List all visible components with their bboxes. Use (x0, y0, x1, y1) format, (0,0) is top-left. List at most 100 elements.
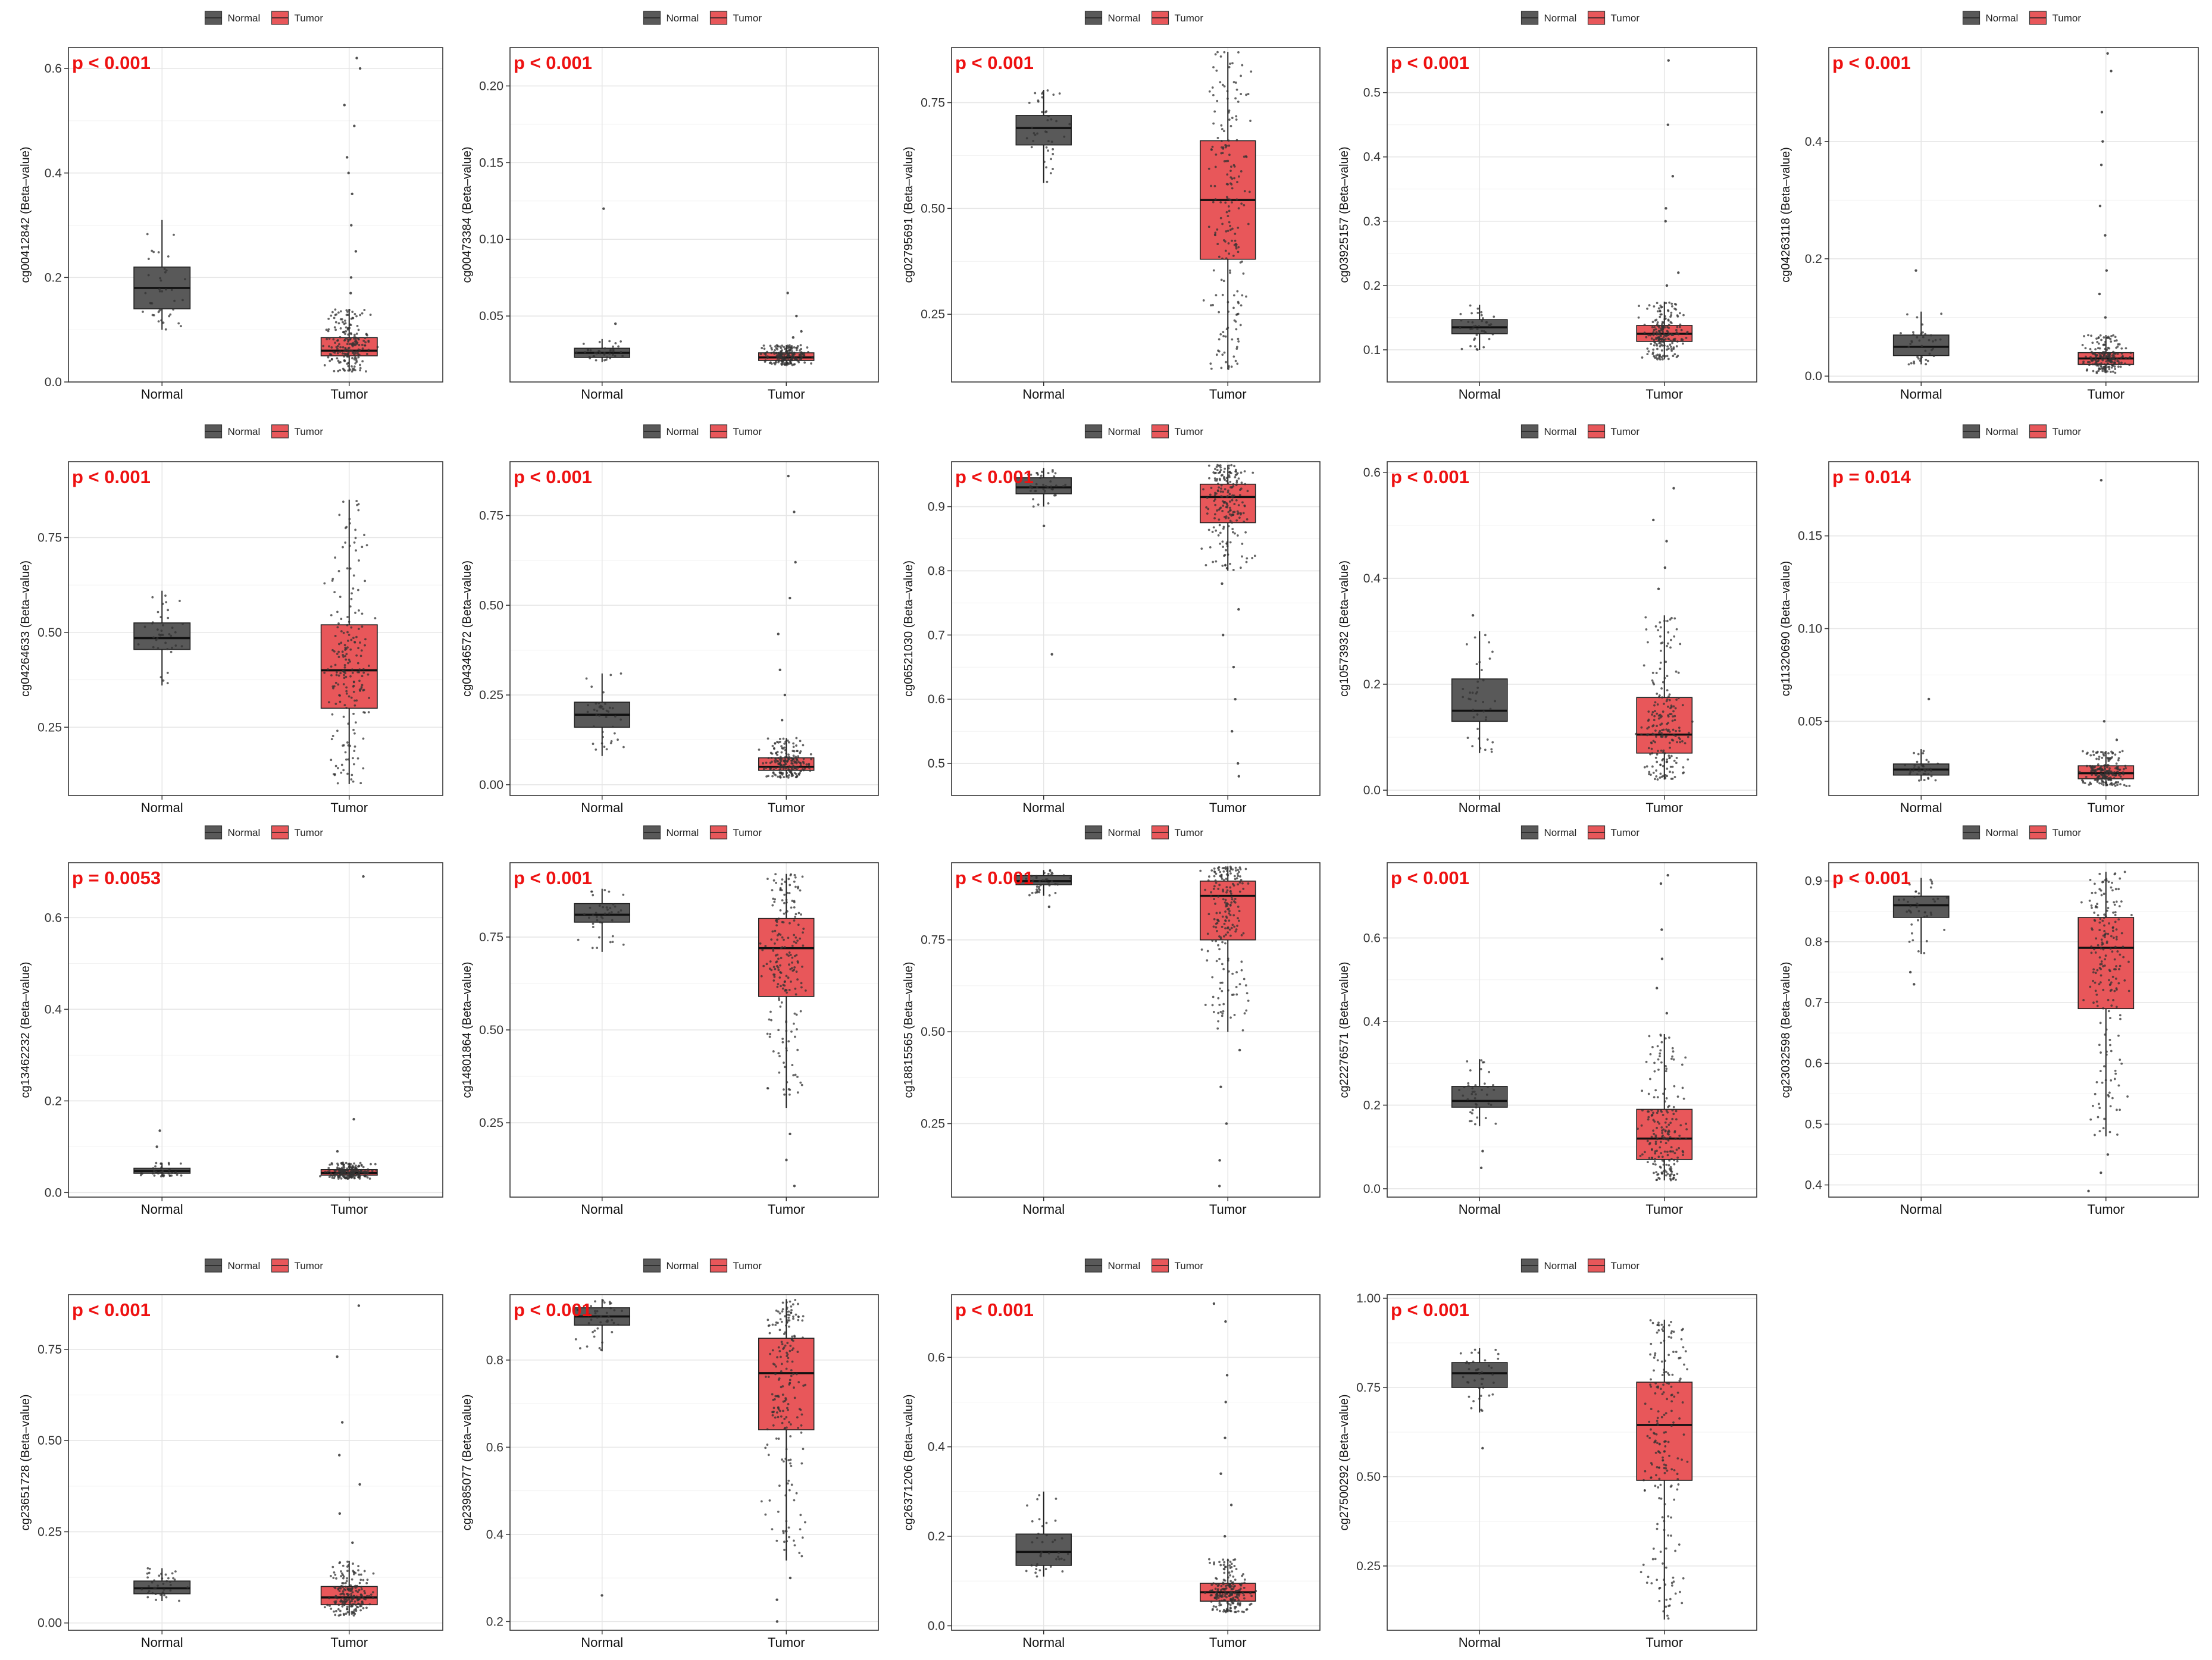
data-point (345, 1580, 348, 1583)
data-point (2104, 768, 2107, 771)
data-point (766, 737, 769, 740)
data-point (1226, 173, 1229, 176)
data-point (1044, 878, 1047, 881)
data-point (1655, 672, 1658, 675)
data-point (1470, 1120, 1473, 1123)
data-point (1221, 941, 1224, 944)
data-point (347, 744, 350, 747)
data-point (1225, 211, 1228, 214)
data-point (811, 356, 814, 358)
data-point (2115, 938, 2118, 941)
data-point (1472, 716, 1475, 719)
data-point (2117, 365, 2120, 368)
data-point (1232, 884, 1235, 887)
data-point (1216, 243, 1219, 245)
data-point (2098, 777, 2101, 780)
data-point (355, 1589, 358, 1592)
data-point (350, 1595, 353, 1598)
data-point (790, 1465, 793, 1467)
data-point (158, 1574, 161, 1577)
data-point (346, 1611, 349, 1614)
outlier-point (777, 632, 780, 635)
y-tick-label: 0.0 (45, 375, 62, 389)
data-point (1236, 512, 1239, 515)
data-point (1232, 355, 1235, 358)
data-point (2130, 914, 2133, 916)
data-point (784, 1315, 787, 1318)
data-point (1221, 83, 1224, 86)
data-point (2104, 954, 2107, 957)
data-point (1031, 891, 1034, 894)
data-point (795, 1492, 798, 1495)
data-point (785, 1530, 788, 1533)
data-point (599, 921, 602, 924)
data-point (1670, 305, 1673, 308)
data-point (1209, 493, 1212, 496)
y-axis-label: cg18815565 (Beta–value) (902, 961, 915, 1098)
data-point (337, 311, 340, 314)
data-point (787, 1310, 790, 1313)
data-point (1488, 337, 1491, 340)
outlier-point (155, 1145, 158, 1148)
data-point (2103, 781, 2105, 784)
data-point (1042, 488, 1045, 491)
data-point (1663, 344, 1666, 347)
data-point (1229, 889, 1232, 892)
data-point (1658, 731, 1660, 734)
data-point (1238, 494, 1241, 497)
data-point (147, 1592, 149, 1595)
data-point (1042, 484, 1044, 486)
data-point (1234, 476, 1237, 478)
y-tick-label: 0.50 (37, 626, 62, 640)
data-point (1216, 136, 1219, 139)
data-point (808, 763, 811, 766)
data-point (1660, 687, 1663, 690)
data-point (1216, 489, 1219, 492)
data-point (784, 748, 787, 751)
data-point (794, 1035, 796, 1038)
normal-points (137, 594, 184, 685)
data-point (1931, 349, 1933, 352)
data-point (790, 771, 793, 774)
data-point (1200, 547, 1203, 550)
data-point (778, 976, 781, 979)
data-point (326, 1170, 329, 1173)
data-point (355, 361, 358, 364)
data-point (1221, 963, 1224, 966)
data-point (762, 964, 765, 967)
data-point (778, 769, 781, 772)
data-point (1673, 776, 1676, 778)
data-point (346, 1171, 349, 1174)
data-point (2120, 347, 2123, 350)
data-point (1221, 989, 1224, 992)
data-point (1678, 325, 1681, 328)
outlier-point (1471, 614, 1475, 617)
data-point (1223, 471, 1225, 474)
data-point (609, 350, 612, 352)
data-point (781, 747, 784, 750)
data-point (349, 332, 352, 335)
normal-legend-label: Normal (667, 1260, 699, 1271)
data-point (2107, 752, 2110, 754)
data-point (1475, 663, 1478, 665)
data-point (356, 337, 359, 340)
data-point (2105, 1028, 2108, 1031)
data-point (1660, 1152, 1663, 1155)
data-point (349, 660, 351, 663)
data-point (1665, 1142, 1667, 1145)
data-point (801, 353, 804, 356)
data-point (765, 775, 768, 778)
data-point (1642, 664, 1645, 667)
data-point (1656, 1111, 1659, 1114)
data-point (1237, 875, 1240, 878)
data-point (1460, 347, 1463, 350)
data-point (781, 987, 784, 990)
data-point (1651, 1157, 1654, 1160)
data-point (2111, 975, 2114, 978)
data-point (167, 1577, 170, 1580)
data-point (1049, 1565, 1052, 1568)
data-point (352, 574, 355, 577)
data-point (2094, 951, 2097, 954)
data-point (366, 1578, 369, 1581)
